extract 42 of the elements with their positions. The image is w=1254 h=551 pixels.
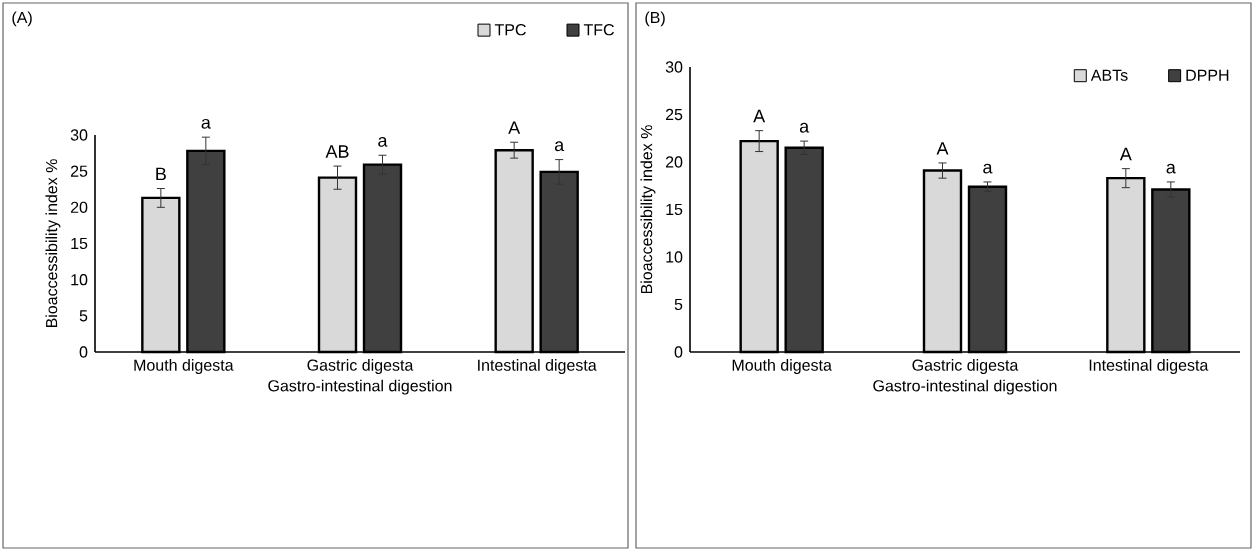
y-tick-label: 20 [665,156,683,168]
x-tick-label: Gastric digesta [307,359,414,374]
annotation: A [936,142,949,155]
y-tick-label: 30 [665,61,683,73]
y-tick-label: 25 [665,108,683,121]
legend-label: DPPH [1186,69,1229,81]
y-tick-label: 25 [70,165,88,177]
chart-title: (A) [12,11,32,27]
x-tick-label: Gastric digesta [912,359,1019,374]
y-tick-label: 15 [666,203,683,216]
y-axis-title: Bioaccessibility index % [640,125,656,294]
annotation: a [983,163,993,174]
annotation: a [554,141,565,152]
y-axis-title: Bioaccessibility index % [45,159,61,328]
annotation: a [799,122,810,133]
y-tick-label: 10 [666,251,683,263]
annotation: A [1119,147,1132,161]
text: a [201,118,211,129]
y-tick-label: 20 [70,201,88,213]
legend-label: TFC [583,24,614,36]
y-tick-label: 5 [79,310,88,322]
legend-label: ABTs [1090,69,1128,81]
text: A [508,121,521,134]
x-tick-label: Mouth digesta [732,359,832,374]
annotation: B [156,167,166,181]
x-axis-title: Gastro-intestinal digestion [873,379,1057,395]
x-tick-label: Intestinal digesta [478,359,597,374]
legend-label: TPC [494,24,526,36]
annotation: AB [325,145,349,158]
y-tick-label: 0 [79,346,88,358]
x-tick-label: Mouth digesta [134,359,234,374]
y-tick-label: 0 [674,346,683,358]
annotation: A [753,109,766,123]
y-tick-label: 10 [71,274,88,286]
y-tick-label: 5 [674,298,683,311]
annotation: a [1166,163,1176,174]
chart-title: (B) [645,11,665,27]
y-tick-label: 15 [71,237,88,250]
y-tick-label: 30 [70,129,88,141]
annotation: a [378,136,388,147]
x-axis-title: Gastro-intestinal digestion [268,379,452,395]
x-tick-label: Intestinal digesta [1089,359,1209,374]
